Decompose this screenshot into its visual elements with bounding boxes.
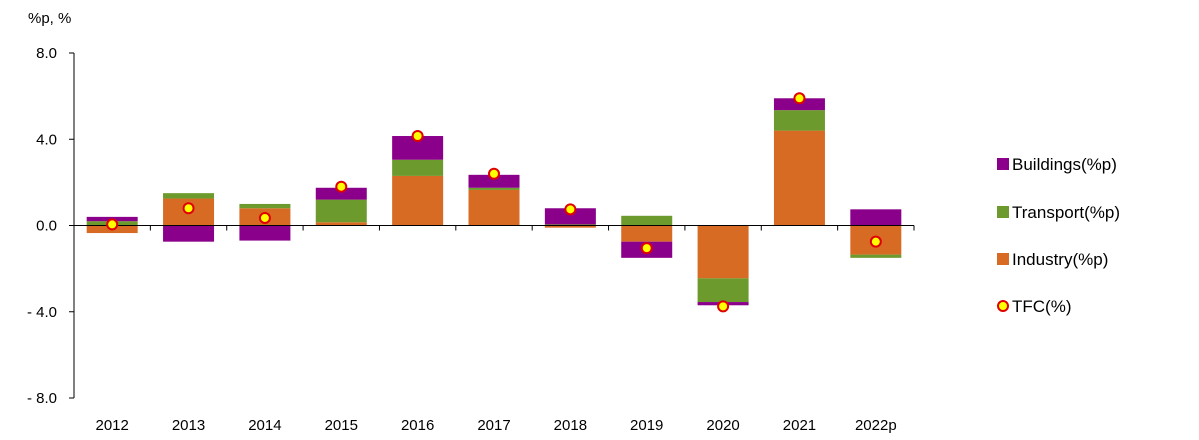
tfc-point-2013 [182, 202, 195, 215]
bar-industryp-2019 [621, 225, 673, 242]
legend-swatch-transportp [997, 206, 1009, 218]
y-tick-label: 8.0 [36, 45, 57, 62]
legend-label: Industry(%p) [1012, 250, 1108, 269]
bar-industryp-2021 [773, 130, 825, 226]
tfc-point-2018 [564, 203, 577, 216]
y-axis-ticks: 8.0 4.0 0.0 - 4.0 - 8.0 [27, 45, 74, 407]
legend-swatch-tfc [997, 300, 1009, 312]
tfc-point-2015 [335, 180, 348, 193]
tfc-point-2016 [411, 130, 424, 143]
bar-buildingsp-2014 [239, 225, 291, 241]
tfc-point-2017 [488, 167, 500, 180]
bar-buildingsp-2018 [544, 208, 596, 225]
x-axis-ticks: 2012 2013 2014 2015 2016 2017 2018 2019 2020 2021… [95, 417, 896, 434]
bar-industryp-2017 [468, 189, 520, 226]
legend: Buildings(%p) Transport(%p) Industry(%p) TF… [997, 155, 1120, 316]
bar-transportp-2020 [697, 278, 749, 303]
legend-label: Transport(%p) [1012, 203, 1120, 222]
y-unit-label: %p, % [28, 10, 71, 27]
x-tick-label: 2021 [783, 417, 816, 434]
bar-transportp-2015 [315, 199, 367, 223]
x-tick-label: 2022p [855, 417, 897, 434]
y-tick-label: - 4.0 [27, 304, 57, 321]
bar-industryp-2016 [392, 175, 444, 226]
bar-group [86, 98, 902, 306]
bar-buildingsp-2017 [468, 174, 520, 188]
legend-swatch-buildingsp [997, 158, 1009, 170]
bar-industryp-2020 [697, 225, 749, 279]
bar-transportp-2017 [468, 187, 520, 190]
tfc-point-2014 [258, 211, 271, 224]
tfc-markers [106, 92, 882, 313]
x-tick-label: 2019 [630, 417, 663, 434]
tfc-point-2021 [793, 92, 806, 105]
x-tick-label: 2012 [95, 417, 128, 434]
bar-transportp-2022p [850, 254, 902, 258]
x-tick-label: 2014 [248, 417, 281, 434]
y-tick-label: - 8.0 [27, 390, 57, 407]
bar-industryp-2018 [544, 225, 596, 228]
bar-transportp-2013 [163, 193, 215, 199]
x-tick-label: 2017 [477, 417, 510, 434]
tfc-point-2019 [640, 242, 653, 255]
bar-buildingsp-2016 [392, 136, 444, 160]
bar-transportp-2021 [773, 110, 825, 131]
bar-transportp-2016 [392, 159, 444, 176]
bar-transportp-2019 [621, 215, 673, 226]
bar-transportp-2014 [239, 203, 291, 209]
x-tick-label: 2018 [554, 417, 587, 434]
bar-buildingsp-2015 [315, 187, 367, 200]
bar-buildingsp-2013 [163, 225, 215, 242]
x-tick-label: 2020 [706, 417, 739, 434]
legend-label: TFC(%) [1012, 297, 1071, 316]
bar-industryp-2015 [315, 222, 367, 226]
x-tick-label: 2013 [172, 417, 205, 434]
bar-buildingsp-2022p [850, 209, 902, 226]
x-tick-label: 2016 [401, 417, 434, 434]
tfc-point-2012 [106, 218, 119, 231]
y-tick-label: 4.0 [36, 131, 57, 148]
bar-transportp-2018 [544, 224, 596, 226]
legend-swatch-industryp [997, 253, 1009, 265]
tfc-point-2022p [869, 235, 882, 248]
axes [73, 53, 915, 398]
y-tick-label: 0.0 [36, 218, 57, 235]
legend-label: Buildings(%p) [1012, 155, 1117, 174]
x-tick-label: 2015 [325, 417, 358, 434]
tfc-point-2020 [717, 300, 730, 313]
